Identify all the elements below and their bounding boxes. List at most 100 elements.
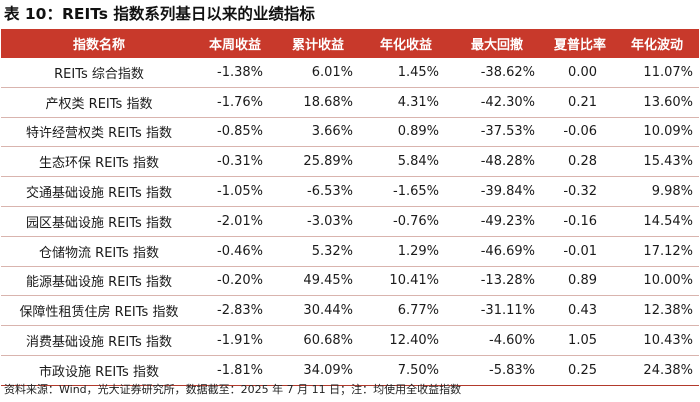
header-row: 指数名称 本周收益 累计收益 年化收益 最大回撤 夏普比率 年化波动: [1, 29, 699, 58]
cell-annualized-volatility: 9.98%: [615, 176, 699, 207]
header-cumulative-return: 累计收益: [273, 29, 363, 58]
cell-index-name: 特许经营权类 REITs 指数: [1, 117, 197, 148]
cell-annualized-volatility: 14.54%: [615, 206, 699, 237]
cell-cumulative-return: 60.68%: [273, 325, 363, 356]
table-header: 指数名称 本周收益 累计收益 年化收益 最大回撤 夏普比率 年化波动: [1, 29, 699, 58]
cell-index-name: 市政设施 REITs 指数: [1, 355, 197, 386]
table-row: 消费基础设施 REITs 指数 -1.91% 60.68% 12.40% -4.60% 1…: [1, 325, 699, 356]
cell-annualized-volatility: 17.12%: [615, 236, 699, 267]
cell-sharpe-ratio: 0.43: [545, 295, 615, 327]
cell-annualized-return: 0.89%: [363, 117, 449, 148]
table-row: 交通基础设施 REITs 指数 -1.05% -6.53% -1.65% -39.84%…: [1, 176, 699, 207]
cell-index-name: 生态环保 REITs 指数: [1, 146, 197, 178]
cell-cumulative-return: 49.45%: [273, 266, 363, 297]
cell-index-name: 仓储物流 REITs 指数: [1, 236, 197, 267]
cell-sharpe-ratio: 0.00: [545, 58, 615, 88]
cell-annualized-return: -1.65%: [363, 176, 449, 207]
cell-annualized-return: -0.76%: [363, 206, 449, 237]
cell-annualized-return: 1.29%: [363, 236, 449, 267]
cell-sharpe-ratio: -0.01: [545, 236, 615, 267]
cell-annualized-volatility: 10.00%: [615, 266, 699, 297]
cell-weekly-return: -2.83%: [197, 295, 273, 327]
cell-cumulative-return: -3.03%: [273, 206, 363, 237]
cell-weekly-return: -0.46%: [197, 236, 273, 267]
header-index-name: 指数名称: [1, 29, 197, 58]
cell-index-name: 产权类 REITs 指数: [1, 87, 197, 118]
cell-cumulative-return: 18.68%: [273, 87, 363, 118]
cell-sharpe-ratio: 0.21: [545, 87, 615, 118]
cell-annualized-volatility: 10.09%: [615, 117, 699, 148]
cell-sharpe-ratio: -0.16: [545, 206, 615, 237]
cell-annualized-volatility: 10.43%: [615, 325, 699, 356]
cell-max-drawdown: -39.84%: [449, 176, 545, 207]
table-row: 产权类 REITs 指数 -1.76% 18.68% 4.31% -42.30% 0.21…: [1, 87, 699, 118]
table-row: 仓储物流 REITs 指数 -0.46% 5.32% 1.29% -46.69% -0.0…: [1, 236, 699, 267]
table-row: 能源基础设施 REITs 指数 -0.20% 49.45% 10.41% -13.28%…: [1, 266, 699, 297]
cell-max-drawdown: -37.53%: [449, 117, 545, 148]
cell-sharpe-ratio: 0.25: [545, 355, 615, 386]
cell-annualized-volatility: 13.60%: [615, 87, 699, 118]
cell-max-drawdown: -13.28%: [449, 266, 545, 297]
table-body: REITs 综合指数 -1.38% 6.01% 1.45% -38.62% 0.00 11.…: [1, 58, 699, 386]
cell-annualized-volatility: 15.43%: [615, 146, 699, 178]
header-sharpe-ratio: 夏普比率: [545, 29, 615, 58]
cell-max-drawdown: -46.69%: [449, 236, 545, 267]
cell-annualized-return: 4.31%: [363, 87, 449, 118]
cell-cumulative-return: -6.53%: [273, 176, 363, 207]
cell-weekly-return: -2.01%: [197, 206, 273, 237]
cell-annualized-return: 1.45%: [363, 58, 449, 88]
table-row: 生态环保 REITs 指数 -0.31% 25.89% 5.84% -48.28% 0.2…: [1, 146, 699, 178]
header-annualized-return: 年化收益: [363, 29, 449, 58]
cell-index-name: 交通基础设施 REITs 指数: [1, 176, 197, 207]
cell-annualized-return: 6.77%: [363, 295, 449, 327]
cell-annualized-volatility: 24.38%: [615, 355, 699, 386]
cell-max-drawdown: -5.83%: [449, 355, 545, 386]
cell-cumulative-return: 3.66%: [273, 117, 363, 148]
performance-table: 指数名称 本周收益 累计收益 年化收益 最大回撤 夏普比率 年化波动 REITs…: [1, 29, 699, 386]
cell-annualized-return: 12.40%: [363, 325, 449, 356]
cell-annualized-volatility: 12.38%: [615, 295, 699, 327]
cell-cumulative-return: 30.44%: [273, 295, 363, 327]
header-annualized-volatility: 年化波动: [615, 29, 699, 58]
cell-weekly-return: -1.05%: [197, 176, 273, 207]
cell-weekly-return: -1.38%: [197, 58, 273, 88]
cell-max-drawdown: -4.60%: [449, 325, 545, 356]
cell-annualized-volatility: 11.07%: [615, 58, 699, 88]
cell-annualized-return: 7.50%: [363, 355, 449, 386]
cell-weekly-return: -1.91%: [197, 325, 273, 356]
table-row: REITs 综合指数 -1.38% 6.01% 1.45% -38.62% 0.00 11.…: [1, 58, 699, 88]
header-max-drawdown: 最大回撤: [449, 29, 545, 58]
cell-sharpe-ratio: -0.32: [545, 176, 615, 207]
cell-weekly-return: -1.76%: [197, 87, 273, 118]
cell-index-name: 保障性租赁住房 REITs 指数: [1, 295, 197, 327]
performance-table-container: 指数名称 本周收益 累计收益 年化收益 最大回撤 夏普比率 年化波动 REITs…: [1, 29, 699, 386]
cell-weekly-return: -1.81%: [197, 355, 273, 386]
cell-annualized-return: 10.41%: [363, 266, 449, 297]
cell-max-drawdown: -49.23%: [449, 206, 545, 237]
source-note: 资料来源：Wind，光大证券研究所，数据截至：2025 年 7 月 11 日；注…: [4, 383, 462, 396]
cell-cumulative-return: 6.01%: [273, 58, 363, 88]
table-row: 园区基础设施 REITs 指数 -2.01% -3.03% -0.76% -49.23%…: [1, 206, 699, 237]
cell-sharpe-ratio: 0.28: [545, 146, 615, 178]
cell-sharpe-ratio: 1.05: [545, 325, 615, 356]
cell-cumulative-return: 25.89%: [273, 146, 363, 178]
cell-cumulative-return: 5.32%: [273, 236, 363, 267]
cell-index-name: 消费基础设施 REITs 指数: [1, 325, 197, 356]
cell-annualized-return: 5.84%: [363, 146, 449, 178]
cell-index-name: 能源基础设施 REITs 指数: [1, 266, 197, 297]
header-weekly-return: 本周收益: [197, 29, 273, 58]
cell-max-drawdown: -31.11%: [449, 295, 545, 327]
table-row: 特许经营权类 REITs 指数 -0.85% 3.66% 0.89% -37.53% -0…: [1, 117, 699, 148]
cell-max-drawdown: -48.28%: [449, 146, 545, 178]
table-row: 市政设施 REITs 指数 -1.81% 34.09% 7.50% -5.83% 0.25…: [1, 355, 699, 386]
table-title: 表 10：REITs 指数系列基日以来的业绩指标: [4, 5, 315, 23]
cell-cumulative-return: 34.09%: [273, 355, 363, 386]
cell-weekly-return: -0.31%: [197, 146, 273, 178]
table-row: 保障性租赁住房 REITs 指数 -2.83% 30.44% 6.77% -31.11%…: [1, 295, 699, 327]
cell-sharpe-ratio: -0.06: [545, 117, 615, 148]
cell-sharpe-ratio: 0.89: [545, 266, 615, 297]
cell-index-name: 园区基础设施 REITs 指数: [1, 206, 197, 237]
cell-max-drawdown: -42.30%: [449, 87, 545, 118]
cell-max-drawdown: -38.62%: [449, 58, 545, 88]
cell-weekly-return: -0.20%: [197, 266, 273, 297]
